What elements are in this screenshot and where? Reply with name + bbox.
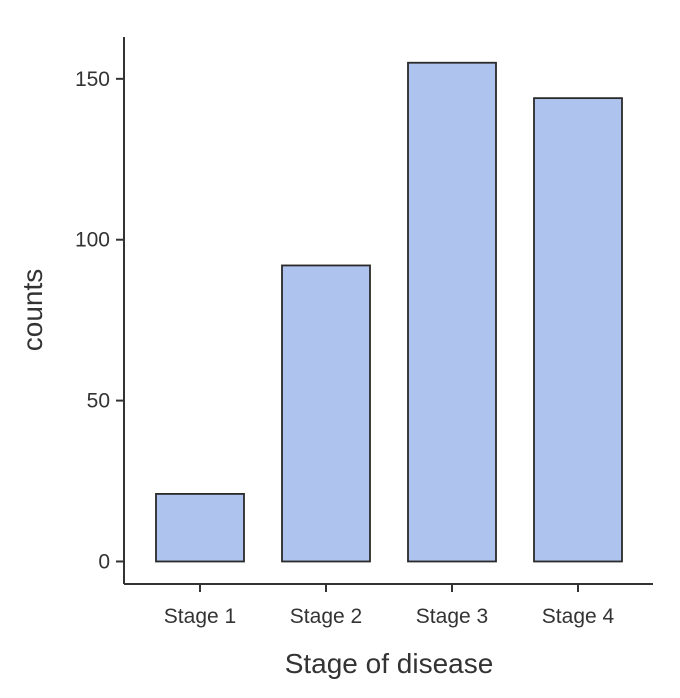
y-tick-label: 50 [87, 390, 110, 413]
x-axis-title: Stage of disease [285, 648, 494, 679]
x-tick-label: Stage 1 [164, 605, 236, 628]
y-ticks-group: 0 50 100 150 [75, 68, 124, 573]
y-tick-label: 0 [98, 550, 110, 573]
x-tick-label: Stage 3 [416, 605, 488, 628]
y-axis-title: counts [17, 269, 48, 352]
bars-group [155, 61, 623, 563]
x-tick-label: Stage 4 [542, 605, 615, 628]
bar-stage-1 [155, 493, 245, 563]
bar-stage-3 [407, 61, 497, 563]
y-tick-label: 150 [75, 68, 110, 91]
bar-stage-2 [281, 264, 371, 563]
x-tick-label: Stage 2 [290, 605, 362, 628]
x-ticks-group: Stage 1 Stage 2 Stage 3 Stage 4 [164, 584, 615, 628]
y-tick-label: 100 [75, 229, 110, 252]
bar-stage-4 [533, 97, 623, 563]
